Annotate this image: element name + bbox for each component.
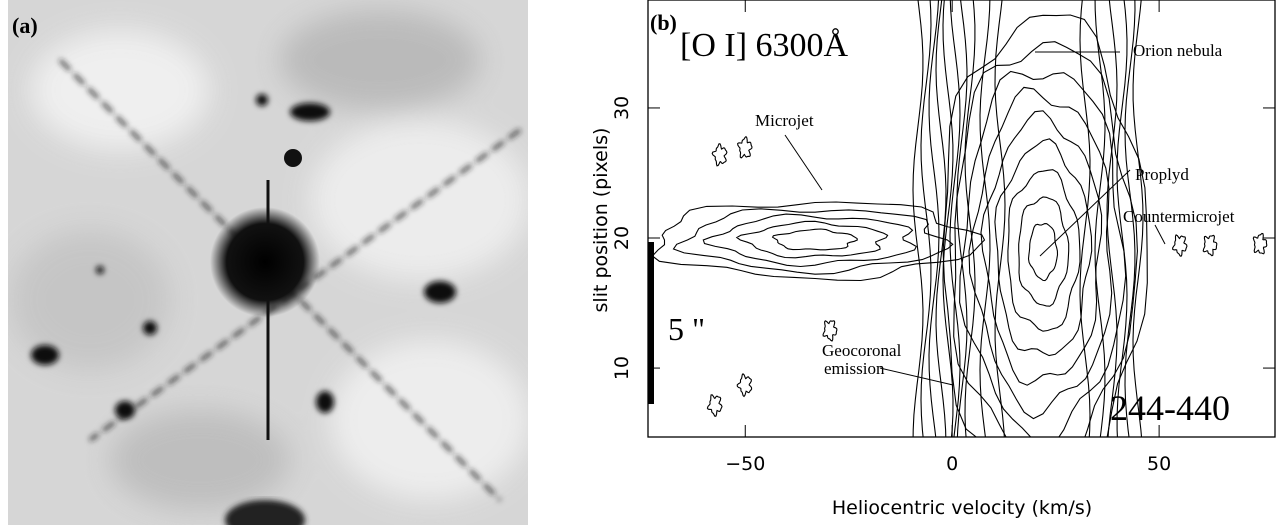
contour: [652, 202, 984, 281]
contour: [712, 144, 727, 166]
contour: [737, 374, 751, 397]
contour: [737, 221, 888, 257]
annotation: Orion nebula: [1133, 41, 1223, 60]
x-tick-label: −50: [725, 453, 765, 475]
annotation: Countermicrojet: [1123, 207, 1235, 226]
contour: [1095, 0, 1105, 445]
x-axis-label: Heliocentric velocity (km/s): [832, 497, 1092, 519]
panel-label: (a): [12, 13, 38, 38]
x-tick-label: 0: [946, 453, 958, 475]
contour: [1203, 235, 1217, 255]
contour: [980, 0, 990, 445]
y-tick-label: 20: [611, 226, 633, 250]
y-axis-label: slit position (pixels): [590, 128, 612, 313]
line-label: [O I] 6300Å: [680, 27, 849, 64]
x-tick-label: 50: [1147, 453, 1171, 475]
y-tick-label: 10: [611, 356, 633, 380]
annotation: Geocoronal: [822, 341, 902, 360]
annotation: emission: [824, 359, 885, 378]
contour: [823, 321, 837, 341]
object-label: 244-440: [1110, 388, 1230, 428]
figure: (a) (b) [O I] 6300Å Orion nebula Microje…: [0, 0, 1283, 525]
contour: [707, 395, 722, 417]
contour: [1019, 197, 1069, 306]
contour: [1173, 235, 1187, 256]
contour: [936, 0, 946, 445]
panel-label: (b): [650, 10, 677, 35]
contour: [738, 137, 752, 158]
annotation: Microjet: [755, 111, 814, 130]
contour: [1253, 234, 1267, 254]
page: {"panel_a":{"label":"(a)"}, "panel_b":{"…: [0, 0, 1283, 525]
contour: [1080, 0, 1090, 445]
y-tick-label: 30: [611, 96, 633, 120]
contour: [1029, 224, 1058, 281]
scale-bar: [648, 242, 654, 404]
contour: [929, 0, 939, 445]
image-panel: [8, 0, 530, 525]
contour: [703, 214, 916, 266]
scale-label: 5 ": [668, 311, 705, 347]
contour: [773, 229, 858, 250]
annotation: Proplyd: [1135, 165, 1189, 184]
